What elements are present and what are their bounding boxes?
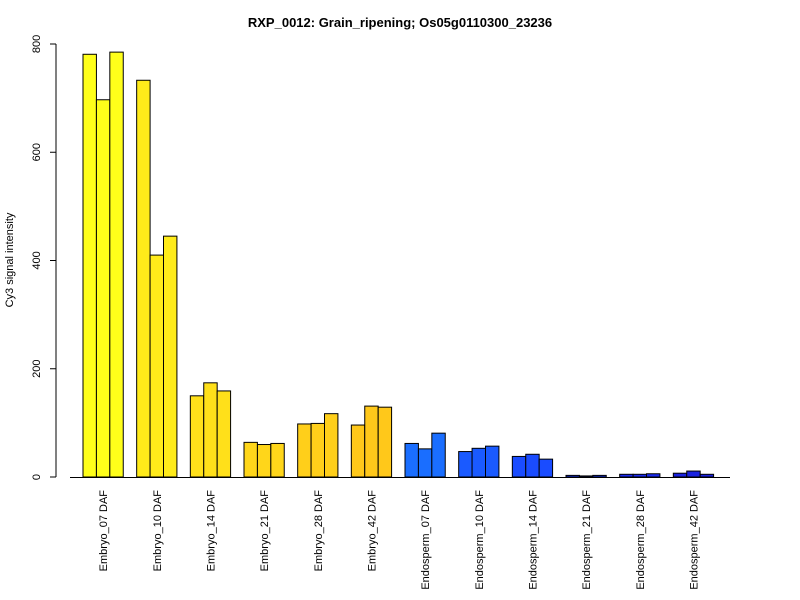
y-tick-label: 600	[31, 143, 43, 161]
bar-embryo-21-daf-rep2	[256, 444, 272, 478]
x-tick-label: Embryo_21 DAF	[259, 490, 271, 572]
bar-endosperm-10-daf-rep1	[458, 451, 473, 478]
x-tick-label: Embryo_10 DAF	[152, 490, 164, 572]
bar-embryo-10-daf-rep2	[149, 254, 165, 478]
bar-embryo-21-daf-rep3	[270, 442, 285, 478]
x-axis-labels: Embryo_07 DAF Embryo_10 DAF Embryo_14 DAF E…	[98, 490, 700, 590]
x-tick-label: Embryo_07 DAF	[98, 490, 110, 572]
bar-endosperm-10-daf-rep3	[485, 445, 500, 478]
y-tick-label: 800	[31, 35, 43, 53]
bar-endosperm-21-daf-rep1	[565, 474, 580, 478]
bar-endosperm-28-daf-rep2	[632, 473, 648, 478]
bar-endosperm-07-daf-rep2	[417, 448, 433, 478]
bar-endosperm-14-daf-rep2	[525, 453, 540, 478]
bar-embryo-10-daf-rep3	[163, 235, 178, 478]
x-tick-label: Endosperm_07 DAF	[420, 490, 432, 590]
x-tick-label: Endosperm_21 DAF	[581, 490, 593, 590]
bar-embryo-07-daf-rep3	[109, 51, 124, 478]
bar-endosperm-42-daf-rep2	[686, 470, 701, 478]
bar-endosperm-28-daf-rep3	[646, 473, 661, 478]
y-axis: 0 200 400 600 800	[31, 35, 57, 480]
bar-endosperm-14-daf-rep1	[511, 455, 527, 478]
bar-endosperm-42-daf-rep1	[672, 472, 688, 478]
bar-endosperm-42-daf-rep3	[699, 473, 715, 478]
bar-endosperm-21-daf-rep2	[578, 475, 594, 478]
bar-embryo-07-daf-rep2	[95, 99, 111, 478]
x-tick-label: Endosperm_28 DAF	[635, 490, 647, 590]
bar-embryo-07-daf-rep1	[82, 53, 97, 478]
bar-embryo-21-daf-rep1	[243, 441, 258, 478]
y-tick-label: 0	[31, 474, 43, 480]
bar-endosperm-21-daf-rep3	[592, 474, 607, 478]
bar-embryo-10-daf-rep1	[136, 79, 151, 478]
bar-endosperm-10-daf-rep2	[471, 447, 486, 478]
bar-embryo-14-daf-rep3	[216, 390, 232, 478]
bar-endosperm-14-daf-rep3	[538, 458, 554, 478]
x-tick-label: Embryo_28 DAF	[313, 490, 325, 572]
y-axis-label: Cy3 signal intensity	[4, 212, 16, 307]
bar-embryo-42-daf-rep1	[350, 424, 366, 478]
bars-group	[82, 51, 715, 478]
x-tick-label: Embryo_42 DAF	[366, 490, 378, 572]
bar-embryo-28-daf-rep2	[310, 422, 325, 478]
bar-embryo-42-daf-rep2	[364, 405, 379, 478]
x-tick-label: Endosperm_10 DAF	[474, 490, 486, 590]
bar-embryo-42-daf-rep3	[377, 406, 393, 478]
bar-embryo-28-daf-rep3	[324, 413, 339, 478]
y-tick-label: 400	[31, 251, 43, 269]
y-tick-label: 200	[31, 360, 43, 378]
chart-title: RXP_0012: Grain_ripening; Os05g0110300_2…	[248, 15, 552, 30]
bar-embryo-14-daf-rep2	[203, 382, 218, 478]
bar-embryo-28-daf-rep1	[297, 423, 312, 478]
bar-endosperm-28-daf-rep1	[619, 473, 634, 478]
x-tick-label: Endosperm_42 DAF	[688, 490, 700, 590]
bar-embryo-14-daf-rep1	[189, 395, 205, 478]
x-tick-label: Endosperm_14 DAF	[527, 490, 539, 590]
bar-endosperm-07-daf-rep3	[431, 432, 446, 478]
bar-endosperm-07-daf-rep1	[404, 442, 419, 478]
x-tick-label: Embryo_14 DAF	[205, 490, 217, 572]
